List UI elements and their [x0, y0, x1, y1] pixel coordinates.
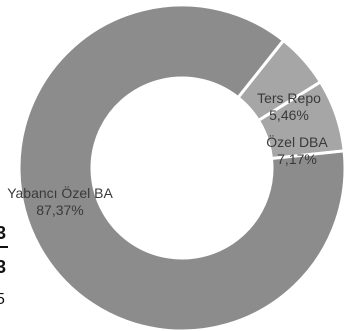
- slice-label-1: Özel DBA: [266, 133, 328, 150]
- cropped-rule: [0, 246, 8, 248]
- slice-value-1: 7,17%: [277, 151, 317, 167]
- slice-label-0: Ters Repo: [257, 90, 321, 106]
- slices-group: [17, 3, 344, 331]
- slice-value-2: 87,37%: [36, 202, 83, 218]
- slice-value-0: 5,46%: [269, 107, 309, 123]
- slice-2: [17, 3, 344, 331]
- cropped-fragment-3: 5: [0, 291, 5, 308]
- cropped-fragment-2: 3: [0, 257, 7, 277]
- cropped-fragment-1: 3: [0, 223, 7, 243]
- slice-label-2: Yabancı Özel BA: [7, 184, 113, 201]
